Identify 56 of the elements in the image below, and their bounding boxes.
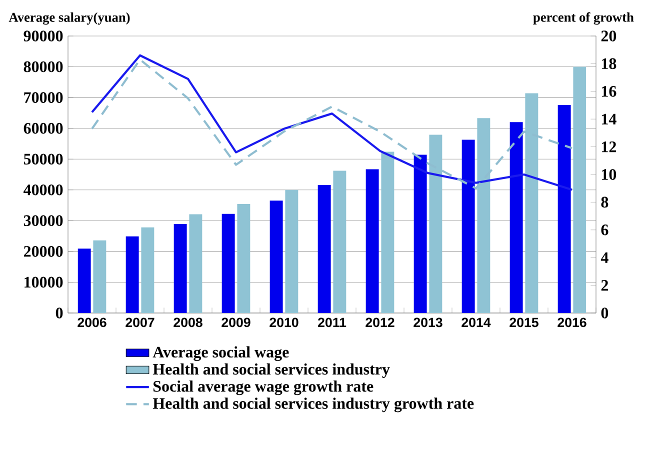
y2-tick-label: 4 xyxy=(600,252,608,263)
x-tick-label: 2011 xyxy=(318,318,346,328)
x-tick-label: 2015 xyxy=(510,318,538,328)
y-tick-label: 40000 xyxy=(24,184,63,196)
y-axis-title: Average salary(yuan) xyxy=(8,12,130,25)
bar xyxy=(366,169,379,313)
y2-tick-label: 2 xyxy=(601,280,608,291)
x-tick-label: 2013 xyxy=(414,318,442,328)
bar xyxy=(510,122,523,313)
y-tick-label: 80000 xyxy=(24,61,63,72)
bar xyxy=(381,152,394,313)
bar xyxy=(141,227,154,313)
legend-label: Average social wage xyxy=(152,346,289,361)
legend-label: Health and social services industry xyxy=(152,363,390,378)
y-tick-label: 30000 xyxy=(24,215,63,226)
x-tick-label: 2014 xyxy=(462,318,491,328)
bar xyxy=(93,240,106,313)
y2-tick-label: 10 xyxy=(602,169,616,180)
y2-tick-label: 18 xyxy=(602,58,616,70)
x-tick-label: 2007 xyxy=(126,318,154,328)
x-tick-label: 2009 xyxy=(222,318,250,328)
y2-tick-label: 14 xyxy=(602,114,616,124)
x-tick-label: 2010 xyxy=(270,318,298,328)
bar xyxy=(126,236,139,313)
y-tick-label: 20000 xyxy=(24,246,63,257)
bar xyxy=(558,104,571,313)
legend-label: Health and social services industry growth rate xyxy=(152,398,474,412)
y2-tick-label: 12 xyxy=(602,141,616,152)
y2-tick-label: 20 xyxy=(601,30,616,42)
y-tick-label: 0 xyxy=(56,308,63,318)
y2-tick-label: 16 xyxy=(602,86,616,97)
bar xyxy=(318,184,331,313)
bar xyxy=(237,204,250,313)
bar xyxy=(285,190,298,313)
y2-tick-label: 6 xyxy=(601,224,608,236)
bar xyxy=(78,248,91,313)
bar xyxy=(462,140,475,313)
y2-axis-title: percent of growth xyxy=(533,12,634,25)
x-tick-label: 2012 xyxy=(366,318,394,328)
bar xyxy=(414,154,427,313)
y2-tick-label: 0 xyxy=(601,308,608,318)
bar xyxy=(189,214,202,313)
y-tick-label: 10000 xyxy=(24,276,63,288)
y2-tick-label: 8 xyxy=(601,196,608,208)
x-tick-label: 2016 xyxy=(558,318,586,328)
y-tick-label: 70000 xyxy=(24,92,63,103)
bar xyxy=(333,170,346,313)
y-tick-label: 90000 xyxy=(24,30,63,42)
legend-label: Social average wage growth rate xyxy=(153,380,374,396)
x-tick-label: 2008 xyxy=(174,318,202,328)
x-tick-label: 2006 xyxy=(78,318,106,328)
bar xyxy=(222,214,235,313)
y-tick-label: 50000 xyxy=(24,154,63,164)
bar xyxy=(270,200,283,313)
bar xyxy=(174,224,187,313)
y-tick-label: 60000 xyxy=(24,122,63,134)
